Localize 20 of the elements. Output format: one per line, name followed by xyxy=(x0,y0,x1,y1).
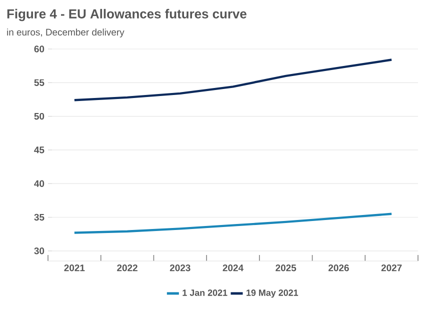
y-tick-label: 50 xyxy=(34,112,44,120)
chart-subtitle: in euros, December delivery xyxy=(7,28,124,38)
chart-title: Figure 4 - EU Allowances futures curve xyxy=(7,8,246,22)
legend-label: 1 Jan 2021 xyxy=(182,290,228,296)
y-tick-label: 40 xyxy=(34,180,44,187)
legend-label: 19 May 2021 xyxy=(246,290,298,298)
y-tick-label: 35 xyxy=(34,214,44,221)
line-series xyxy=(73,212,393,234)
x-tick-label: 2023 xyxy=(170,264,190,272)
x-tick-label: 2027 xyxy=(381,264,402,272)
y-tick-label: 55 xyxy=(34,79,44,86)
x-tick-label: 2021 xyxy=(64,264,85,272)
x-tick-label: 2025 xyxy=(276,264,296,272)
y-tick-label: 45 xyxy=(34,146,44,154)
x-tick-label: 2024 xyxy=(222,264,244,272)
y-tick-label: 30 xyxy=(34,248,44,254)
line-series xyxy=(73,58,393,102)
x-tick-label: 2026 xyxy=(328,264,349,272)
x-tick-label: 2022 xyxy=(117,264,138,272)
y-tick-label: 60 xyxy=(34,46,44,52)
